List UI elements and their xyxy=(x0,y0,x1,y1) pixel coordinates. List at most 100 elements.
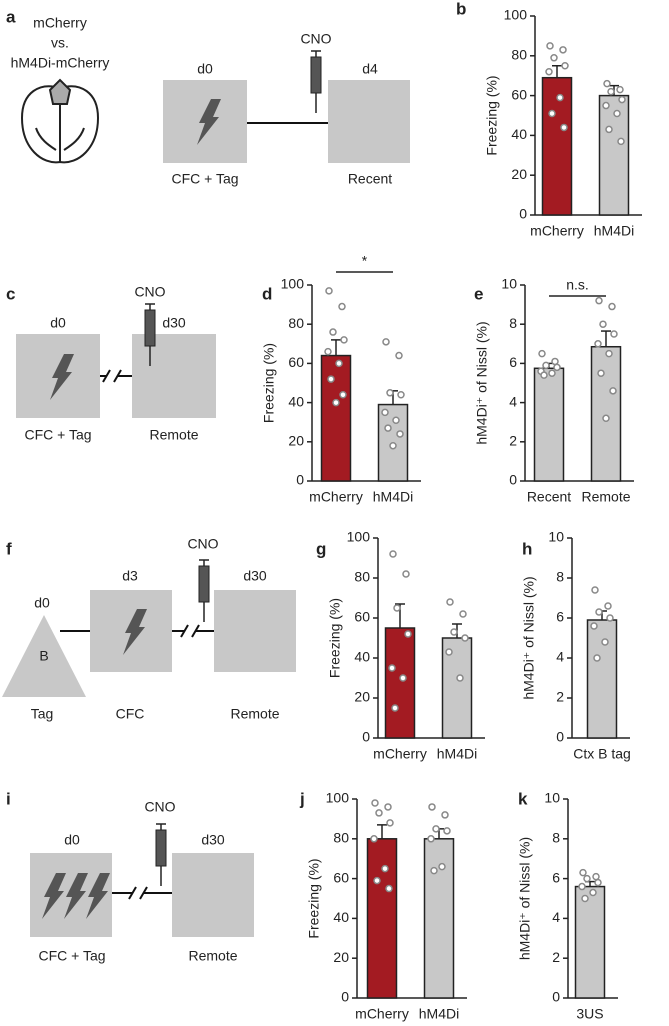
drug-label: CNO xyxy=(187,536,218,552)
bar xyxy=(590,345,622,482)
data-point xyxy=(605,125,613,134)
data-point xyxy=(583,874,591,883)
data-point xyxy=(402,570,410,578)
bar xyxy=(574,885,606,999)
data-point xyxy=(340,336,348,344)
panel-label: c xyxy=(6,284,15,303)
bar-chart: 0 2 4 6 8 10 hM4Di⁺ of Nissl (%) Ctx B tag xyxy=(521,529,631,762)
y-axis-label: Freezing (%) xyxy=(306,858,322,938)
panel-label: e xyxy=(474,284,483,303)
x-tick-label: 3US xyxy=(576,1006,603,1022)
group-line: vs. xyxy=(51,35,69,51)
bar xyxy=(586,619,618,739)
panel-labels: a b c d e f g h i j k xyxy=(6,0,532,808)
x-tick-label: mCherry xyxy=(355,1006,409,1022)
y-tick-label: 10 xyxy=(544,790,560,806)
syringe-icon xyxy=(155,823,167,887)
data-point xyxy=(445,648,453,656)
syringe-icon xyxy=(310,50,322,114)
data-point xyxy=(550,54,558,62)
data-point xyxy=(461,634,469,642)
syringe-icon xyxy=(198,559,210,623)
data-point xyxy=(329,328,337,336)
data-point xyxy=(548,369,556,377)
data-point xyxy=(581,894,589,903)
data-point xyxy=(597,369,605,377)
data-point xyxy=(551,357,559,366)
x-tick-label: mCherry xyxy=(309,489,363,505)
day-label: d4 xyxy=(362,61,378,77)
y-tick-label: 40 xyxy=(333,909,349,925)
y-tick-label: 0 xyxy=(296,472,304,488)
error-bar xyxy=(552,65,562,78)
y-tick-label: 10 xyxy=(548,529,564,545)
panel-label: b xyxy=(456,0,466,18)
y-tick-label: 6 xyxy=(552,869,560,885)
y-tick-label: 100 xyxy=(326,790,350,806)
bar-chart: 0 20 40 60 80 100 Freezing (%) mCherry hM4Di xyxy=(327,529,485,762)
data-point xyxy=(386,819,394,827)
data-point xyxy=(556,93,564,102)
data-point xyxy=(399,674,407,682)
bar-chart: 0 20 40 60 80 100 Freezing (%) mCherry hM4Di xyxy=(484,7,642,239)
x-tick-label: hM4Di xyxy=(594,223,634,239)
data-point xyxy=(617,137,625,146)
data-point xyxy=(385,884,393,893)
data-point xyxy=(545,67,553,76)
session-label: CFC + Tag xyxy=(171,171,238,187)
time-break xyxy=(128,886,148,900)
panel-label: h xyxy=(522,539,532,558)
bar xyxy=(423,838,455,999)
session-label: Remote xyxy=(230,706,279,722)
data-point xyxy=(618,95,626,104)
y-tick-label: 40 xyxy=(288,393,304,409)
data-point xyxy=(450,628,458,636)
data-point xyxy=(608,302,616,311)
data-point xyxy=(386,389,394,397)
context-box xyxy=(172,853,254,937)
session-label: CFC + Tag xyxy=(24,427,91,443)
y-axis-label: hM4Di⁺ of Nissl (%) xyxy=(521,576,537,699)
x-tick-label: Recent xyxy=(527,489,571,505)
data-point xyxy=(370,835,378,843)
drug-label: CNO xyxy=(134,284,165,300)
data-point xyxy=(602,101,610,110)
data-point xyxy=(404,630,412,638)
y-tick-label: 0 xyxy=(519,206,527,222)
data-point xyxy=(610,330,618,338)
drug-label: CNO xyxy=(300,31,331,47)
y-tick-label: 0 xyxy=(509,472,517,488)
data-point xyxy=(389,441,397,450)
context-box xyxy=(132,334,216,418)
data-point xyxy=(553,363,561,372)
y-tick-label: 4 xyxy=(556,649,564,665)
data-point xyxy=(381,864,389,873)
bar-chart: 0 2 4 6 8 10 hM4Di⁺ of Nissl (%) Recent Remote n.… xyxy=(474,276,634,505)
schematic-i: d0 d30 CNO CFC + Tag Remote xyxy=(30,799,254,964)
data-point xyxy=(604,602,612,610)
panel-label: k xyxy=(518,789,528,808)
data-point xyxy=(594,340,602,348)
session-label: Remote xyxy=(149,427,198,443)
x-tick-label: Remote xyxy=(581,489,630,505)
context-triangle xyxy=(2,615,86,697)
y-tick-label: 40 xyxy=(511,126,527,142)
x-tick-label: hM4Di xyxy=(437,746,477,762)
y-tick-label: 8 xyxy=(509,315,517,331)
y-tick-label: 80 xyxy=(288,315,304,331)
panel-label: d xyxy=(262,284,272,303)
context-label: B xyxy=(39,648,48,664)
day-label: d0 xyxy=(34,595,50,611)
data-point xyxy=(382,338,390,346)
data-point xyxy=(459,610,467,618)
data-point xyxy=(443,827,451,835)
data-point xyxy=(338,302,346,311)
y-tick-label: 6 xyxy=(509,354,517,370)
session-label: CFC + Tag xyxy=(38,948,105,964)
data-point xyxy=(538,349,546,358)
x-tick-label: mCherry xyxy=(530,223,584,239)
data-point xyxy=(595,296,603,305)
y-tick-label: 0 xyxy=(556,729,564,745)
